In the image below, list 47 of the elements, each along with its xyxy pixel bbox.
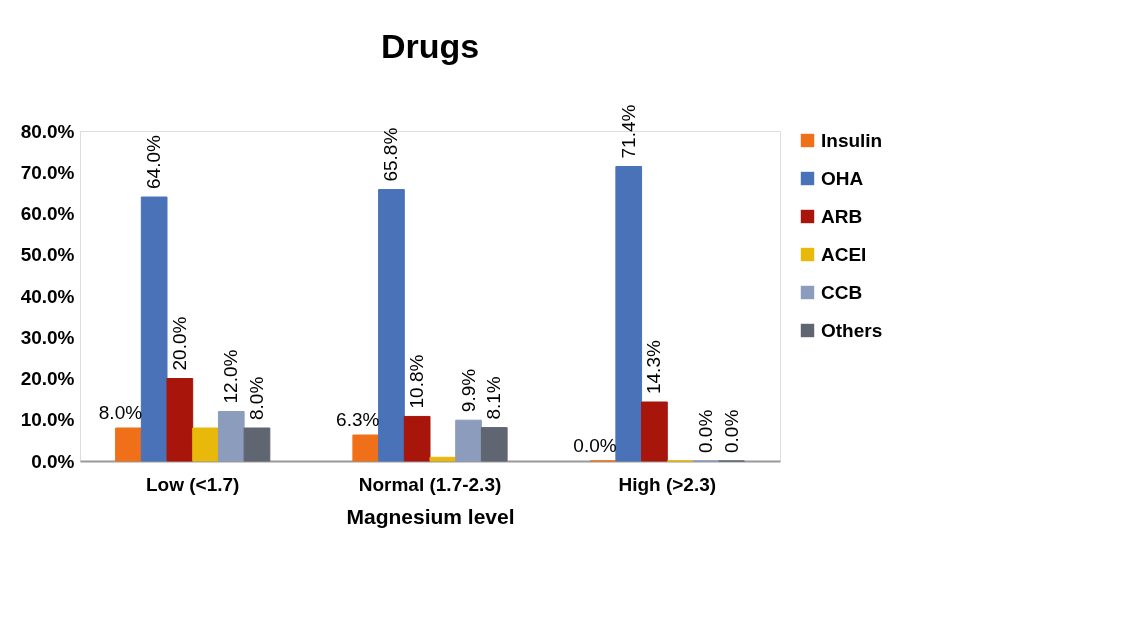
legend-label: OHA (821, 167, 864, 189)
data-label: 12.0% (220, 349, 242, 404)
y-tick-label: 80.0% (20, 120, 75, 142)
bar (140, 196, 168, 462)
chart-title: Drugs (380, 26, 480, 65)
legend-label: ACEI (821, 243, 867, 265)
bar (641, 401, 668, 462)
data-label: 10.8% (406, 354, 428, 409)
legend-label: Insulin (821, 129, 883, 151)
x-tick-label: Low (<1.7) (145, 473, 240, 495)
data-label: 64.0% (143, 135, 165, 189)
bar (217, 411, 245, 462)
bar (243, 427, 271, 462)
y-tick-label: 50.0% (20, 244, 75, 266)
data-label: 71.4% (617, 104, 639, 159)
bar (378, 189, 405, 462)
bar (615, 165, 643, 462)
x-axis-title: Magnesium level (346, 504, 515, 528)
bar (429, 456, 457, 462)
data-label: 8.0% (245, 376, 267, 420)
x-tick-label: Normal (1.7-2.3) (358, 473, 502, 495)
legend-label: Others (821, 319, 883, 341)
data-label: 0.0% (694, 409, 716, 453)
data-label: 0.0% (573, 435, 617, 456)
data-label: 20.0% (168, 316, 190, 371)
bar (352, 434, 380, 462)
legend-label: ARB (821, 205, 863, 227)
y-tick-label: 70.0% (20, 161, 75, 183)
bar (192, 427, 219, 462)
bar (115, 427, 142, 462)
y-tick-label: 60.0% (20, 203, 75, 224)
data-label: 0.0% (720, 409, 742, 453)
x-tick-label: High (>2.3) (618, 473, 717, 495)
y-tick-label: 20.0% (20, 368, 75, 389)
data-label: 14.3% (643, 340, 665, 395)
y-tick-label: 40.0% (20, 285, 75, 307)
bar (455, 419, 482, 462)
bar (403, 415, 431, 462)
legend-label: CCB (821, 281, 863, 303)
data-label: 8.1% (483, 376, 505, 420)
data-label: 65.8% (380, 127, 402, 182)
data-label: 9.9% (457, 368, 479, 413)
y-tick-label: 0.0% (31, 450, 75, 472)
y-tick-label: 30.0% (20, 326, 75, 348)
y-tick-label: 10.0% (20, 409, 75, 431)
bar (480, 427, 508, 462)
bar (166, 378, 194, 462)
